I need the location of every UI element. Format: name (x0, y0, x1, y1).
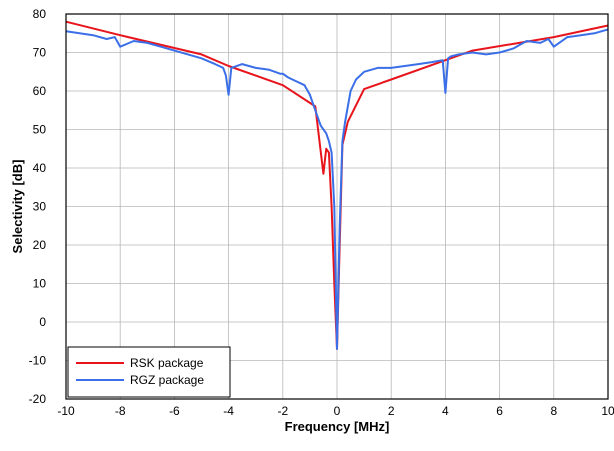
x-tick-label: -2 (277, 404, 288, 418)
x-tick-label: 10 (601, 404, 614, 418)
y-tick-label: 60 (33, 84, 47, 98)
legend-label-rsk: RSK package (130, 356, 204, 370)
y-tick-label: 10 (33, 277, 47, 291)
x-tick-label: 4 (442, 404, 449, 418)
x-tick-label: 8 (550, 404, 557, 418)
y-tick-label: -10 (29, 354, 47, 368)
x-tick-label: -6 (169, 404, 180, 418)
y-tick-label: 50 (33, 123, 47, 137)
x-tick-label: 6 (496, 404, 503, 418)
series-line-1 (65, 28, 609, 350)
y-tick-label: 40 (33, 161, 47, 175)
y-tick-label: 20 (33, 238, 47, 252)
y-tick-label: -20 (29, 392, 47, 406)
y-tick-label: 30 (33, 200, 47, 214)
y-tick-label: 70 (33, 46, 47, 60)
x-tick-label: -10 (57, 404, 75, 418)
y-tick-label: 80 (33, 7, 47, 21)
series-layer (65, 20, 609, 350)
legend: RSK package RGZ package (67, 346, 231, 398)
x-tick-label: 0 (334, 404, 341, 418)
x-tick-label: -8 (115, 404, 126, 418)
series-line-0 (65, 20, 609, 350)
y-axis-title: Selectivity [dB] (10, 160, 25, 254)
x-tick-label: 2 (388, 404, 395, 418)
plot-frame (65, 13, 609, 400)
x-tick-label: -4 (223, 404, 234, 418)
x-axis-title: Frequency [MHz] (285, 419, 390, 434)
legend-box (67, 346, 231, 398)
legend-label-rgz: RGZ package (130, 373, 204, 387)
y-tick-label: 0 (39, 315, 46, 329)
